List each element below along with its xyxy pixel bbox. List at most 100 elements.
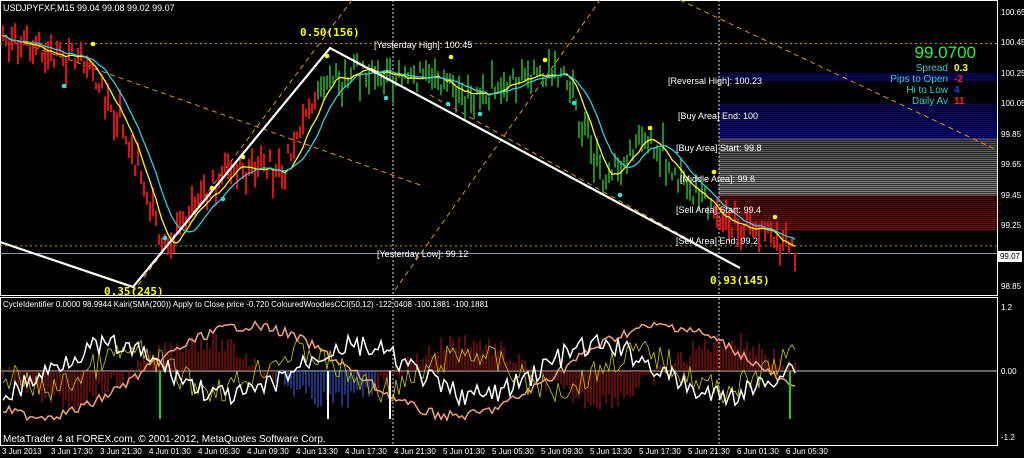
price-bar	[17, 40, 19, 65]
price-bar	[212, 169, 214, 184]
price-bar	[245, 171, 247, 195]
price-bar	[176, 212, 178, 236]
price-bar	[146, 191, 148, 206]
info-current-price: 99.0700	[914, 43, 976, 62]
time-axis-label: 3 Jun 2013	[2, 447, 42, 456]
price-bar	[359, 72, 361, 102]
signal-dot	[61, 83, 67, 89]
price-bar	[716, 198, 718, 228]
price-bar	[269, 148, 271, 163]
price-bar	[605, 174, 607, 190]
price-bar	[455, 86, 457, 113]
price-bar	[317, 80, 319, 100]
price-bar	[518, 76, 520, 85]
price-bar	[644, 132, 646, 150]
sell-area-start-label: [Sell Area] Start: 99.4	[676, 205, 762, 215]
price-bar	[38, 31, 40, 49]
price-bar	[623, 156, 625, 168]
price-bar	[542, 73, 544, 87]
price-bar	[794, 252, 796, 272]
info-label: Daily Av	[912, 96, 948, 107]
signal-dot	[542, 57, 548, 63]
price-bar	[2, 25, 4, 42]
sell-area-end-label: [Sell Area] End: 99.2	[676, 236, 759, 246]
price-bar	[650, 130, 652, 144]
time-axis-label: 5 Jun 13:30	[590, 447, 632, 456]
price-bar	[332, 75, 334, 84]
price-bar	[545, 78, 547, 87]
price-bar	[83, 60, 85, 74]
price-bar	[692, 195, 694, 205]
price-bar	[473, 95, 475, 119]
price-bar	[560, 68, 562, 78]
price-bar	[413, 65, 415, 84]
price-bar	[536, 67, 538, 78]
price-bar	[698, 189, 700, 210]
price-bar	[56, 40, 58, 57]
price-bar	[773, 236, 775, 249]
info-value: 4	[954, 85, 960, 96]
price-bar	[197, 193, 199, 207]
time-axis-label: 3 Jun 17:30	[51, 447, 93, 456]
price-bar	[41, 51, 43, 63]
price-bar	[233, 165, 235, 175]
current-price-tag: 99.07	[998, 251, 1022, 262]
price-axis-label: 100.65	[1001, 8, 1024, 17]
price-bar	[569, 80, 571, 104]
price-bar	[503, 71, 505, 98]
price-bar	[266, 169, 268, 180]
time-axis-label: 6 Jun 01:30	[737, 447, 779, 456]
price-bar	[719, 218, 721, 230]
price-bar	[728, 211, 730, 242]
price-bar	[320, 76, 322, 97]
price-bar	[158, 234, 160, 245]
signal-dot	[324, 53, 330, 59]
price-bar	[140, 170, 142, 185]
price-bar	[239, 155, 241, 169]
buy-area-end-label: [Buy Area] End: 100	[678, 111, 759, 121]
price-bar	[296, 131, 298, 140]
symbol-header: USDJPYFXF,M15 99.04 99.08 99.02 99.07	[3, 3, 175, 13]
indicator-axis-label: 0.00	[1001, 367, 1017, 376]
price-bar	[182, 211, 184, 225]
price-bar	[440, 84, 442, 96]
price-bar	[329, 65, 331, 89]
price-bar	[242, 162, 244, 180]
price-bar	[278, 148, 280, 178]
price-bar	[446, 73, 448, 92]
price-bar	[593, 153, 595, 183]
price-bar	[575, 98, 577, 111]
price-bar	[683, 170, 685, 186]
price-bar	[152, 187, 154, 217]
trend-line	[132, 0, 353, 293]
price-bar	[11, 26, 13, 51]
price-bar	[578, 121, 580, 139]
info-label: Hi to Low	[906, 85, 948, 96]
signal-dot	[617, 192, 623, 198]
price-bar	[488, 96, 490, 111]
info-label: Spread	[915, 63, 948, 74]
price-bar	[530, 74, 532, 94]
price-bar	[308, 98, 310, 119]
price-bar	[662, 122, 664, 152]
price-bar	[395, 76, 397, 87]
price-bar	[230, 161, 232, 185]
price-bar	[326, 75, 328, 90]
price-bar	[347, 76, 349, 89]
price-bar	[509, 75, 511, 86]
cci-signal-line	[2, 338, 796, 404]
price-bar	[767, 222, 769, 234]
price-bar	[737, 219, 739, 248]
trend-line	[679, 0, 998, 151]
price-bar	[311, 103, 313, 114]
price-bar	[404, 65, 406, 80]
price-bar	[119, 89, 121, 118]
price-bar	[431, 68, 433, 90]
price-bar	[134, 164, 136, 176]
price-bar	[587, 113, 589, 139]
fib-label-bottom-left: 0.35(245)	[104, 285, 164, 298]
price-bar	[299, 126, 301, 139]
price-bar	[617, 157, 619, 182]
signal-dot	[220, 196, 226, 202]
